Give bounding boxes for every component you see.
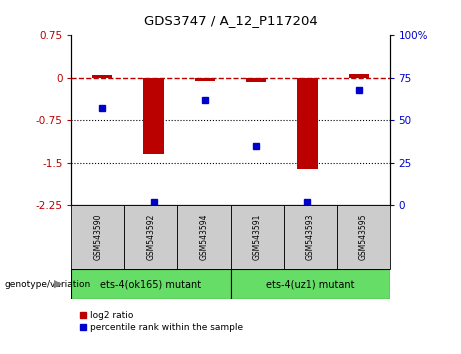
Bar (143, 78, 164, 154)
Bar (349, 74, 369, 78)
Bar (177, 205, 230, 269)
Text: GSM543593: GSM543593 (306, 214, 314, 261)
Bar (337, 205, 390, 269)
Bar (71, 269, 230, 299)
Text: GSM543595: GSM543595 (359, 214, 367, 261)
Text: ▶: ▶ (54, 279, 62, 289)
Text: GSM543592: GSM543592 (147, 214, 155, 261)
Text: ets-4(uz1) mutant: ets-4(uz1) mutant (266, 279, 354, 289)
Bar (230, 269, 390, 299)
Bar (124, 205, 177, 269)
Text: GSM543594: GSM543594 (200, 214, 208, 261)
Bar (92, 75, 112, 78)
Bar (195, 78, 215, 81)
Text: genotype/variation: genotype/variation (5, 280, 91, 289)
Bar (246, 78, 266, 82)
Bar (284, 205, 337, 269)
Text: GDS3747 / A_12_P117204: GDS3747 / A_12_P117204 (144, 14, 317, 27)
Legend: log2 ratio, percentile rank within the sample: log2 ratio, percentile rank within the s… (76, 307, 246, 335)
Bar (71, 205, 124, 269)
Text: GSM543590: GSM543590 (94, 214, 102, 261)
Text: ets-4(ok165) mutant: ets-4(ok165) mutant (100, 279, 201, 289)
Bar (297, 78, 318, 169)
Bar (230, 205, 284, 269)
Text: GSM543591: GSM543591 (253, 214, 261, 261)
